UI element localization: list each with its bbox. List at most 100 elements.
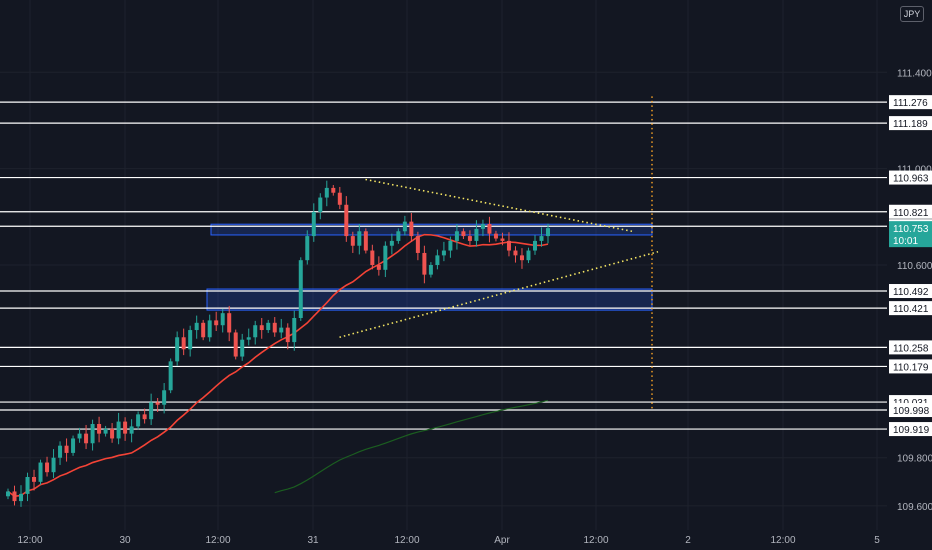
price-zones — [206, 223, 653, 311]
time-tick-label: Apr — [494, 535, 510, 546]
candle-body — [207, 320, 212, 338]
candle-body — [272, 322, 277, 333]
candle-body — [526, 250, 531, 261]
candle-body — [84, 433, 89, 444]
candle-body — [344, 204, 349, 237]
candle-body — [103, 428, 108, 434]
candle-body — [532, 240, 537, 251]
level-price-tag — [889, 340, 932, 355]
candle-body — [246, 337, 251, 340]
candle-body — [461, 231, 466, 237]
candle-body — [506, 240, 511, 251]
candle-body — [64, 445, 69, 453]
candle-body — [12, 491, 17, 502]
candle-body — [201, 322, 206, 338]
price-tick-label: 111.400 — [897, 68, 932, 79]
price-tick-label: 111.000 — [897, 165, 932, 176]
candle-body — [116, 421, 121, 439]
candle-body — [136, 414, 141, 427]
candle-body — [162, 390, 167, 405]
candle-body — [97, 424, 102, 434]
candle-body — [45, 462, 50, 473]
candle-body — [298, 260, 303, 318]
level-price-tag — [889, 301, 932, 316]
candle-body — [142, 414, 147, 420]
level-price-label: 110.963 — [893, 174, 929, 185]
candle-body — [25, 477, 30, 494]
candle-body — [467, 236, 472, 241]
candle-body — [415, 236, 420, 253]
candle-body — [259, 325, 264, 331]
candle-body — [32, 477, 37, 482]
level-price-label: 110.492 — [893, 287, 929, 298]
level-price-tag — [889, 204, 932, 219]
time-tick-label: 12:00 — [394, 535, 419, 546]
candle-body — [188, 330, 193, 350]
level-price-label: 109.919 — [893, 425, 930, 436]
candle-body — [337, 192, 342, 205]
support-resistance-zone — [206, 288, 653, 311]
candle-body — [305, 236, 310, 261]
level-price-label: 111.189 — [893, 119, 928, 130]
level-price-label: 109.998 — [893, 406, 930, 417]
sma-slow-line — [274, 399, 549, 494]
time-tick-label: 5 — [874, 535, 880, 546]
candlesticks — [6, 180, 550, 507]
triangle-trendlines — [339, 96, 659, 410]
candle-body — [539, 236, 544, 241]
candle-body — [279, 327, 284, 333]
level-price-tag — [889, 359, 932, 374]
candle-body — [51, 457, 56, 473]
lower-trendline — [339, 250, 659, 339]
candle-body — [350, 236, 355, 246]
candle-body — [194, 322, 199, 331]
level-price-tag — [889, 284, 932, 299]
horizontal-levels — [0, 101, 887, 430]
candle-body — [383, 245, 388, 270]
candle-body — [389, 240, 394, 246]
candle-body — [441, 250, 446, 256]
candle-body — [123, 421, 128, 434]
level-price-tag — [889, 95, 932, 110]
candle-body — [155, 402, 160, 405]
candle-body — [402, 221, 407, 232]
candle-body — [220, 313, 225, 326]
candle-body — [311, 212, 316, 237]
candle-body — [233, 332, 238, 357]
level-price-label: 111.276 — [893, 98, 928, 109]
candle-body — [38, 462, 43, 482]
candle-body — [487, 224, 492, 234]
currency-badge[interactable]: JPY — [900, 6, 924, 22]
level-price-tag — [889, 403, 932, 418]
time-tick-label: 12:00 — [17, 535, 42, 546]
moving-averages — [7, 233, 549, 498]
candle-body — [448, 240, 453, 251]
candle-body — [181, 337, 186, 350]
candle-body — [214, 320, 219, 326]
candle-body — [19, 493, 24, 502]
level-price-label: 110.821 — [893, 208, 929, 219]
candle-body — [428, 265, 433, 275]
level-price-label: 110.179 — [893, 362, 929, 373]
time-tick-label: 31 — [307, 535, 319, 546]
candle-body — [77, 433, 82, 439]
time-tick-label: 12:00 — [583, 535, 608, 546]
time-tick-label: 12:00 — [770, 535, 795, 546]
candle-body — [266, 322, 271, 331]
candle-body — [493, 233, 498, 239]
candle-body — [513, 250, 518, 256]
candle-body — [168, 361, 173, 391]
candle-body — [480, 224, 485, 229]
candle-body — [363, 231, 368, 251]
candle-body — [370, 250, 375, 265]
price-tick-label: 110.600 — [897, 261, 932, 272]
candle-body — [71, 438, 76, 453]
candle-body — [454, 231, 459, 241]
sma-fast-line — [7, 233, 549, 498]
candle-body — [409, 221, 414, 237]
candle-body — [435, 255, 440, 265]
candle-body — [285, 327, 290, 343]
candle-body — [149, 402, 154, 420]
candle-body — [500, 238, 505, 241]
